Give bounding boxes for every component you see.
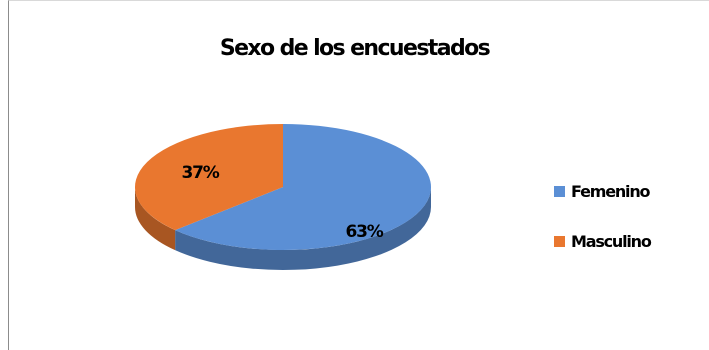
- pie-tops: [134, 124, 431, 250]
- chart-title: Sexo de los encuestados: [219, 36, 491, 61]
- legend-label-femenino: Femenino: [571, 181, 651, 201]
- chart-area: [8, 0, 709, 350]
- legend-swatch-femenino: [554, 185, 565, 197]
- legend-label-masculino: Masculino: [571, 231, 652, 251]
- pie-sides: [135, 187, 431, 271]
- pie-side-masculino: [135, 187, 176, 251]
- data-label-femenino: 63%: [345, 222, 383, 242]
- pie-slice-masculino: [134, 124, 283, 231]
- legend-swatch-masculino: [554, 235, 565, 247]
- legend-item-masculino: Masculino: [554, 230, 652, 252]
- data-label-masculino: 37%: [181, 163, 219, 183]
- pie-side-femenino: [175, 187, 431, 271]
- pie-slice-femenino: [175, 124, 431, 250]
- legend-item-femenino: Femenino: [554, 180, 651, 202]
